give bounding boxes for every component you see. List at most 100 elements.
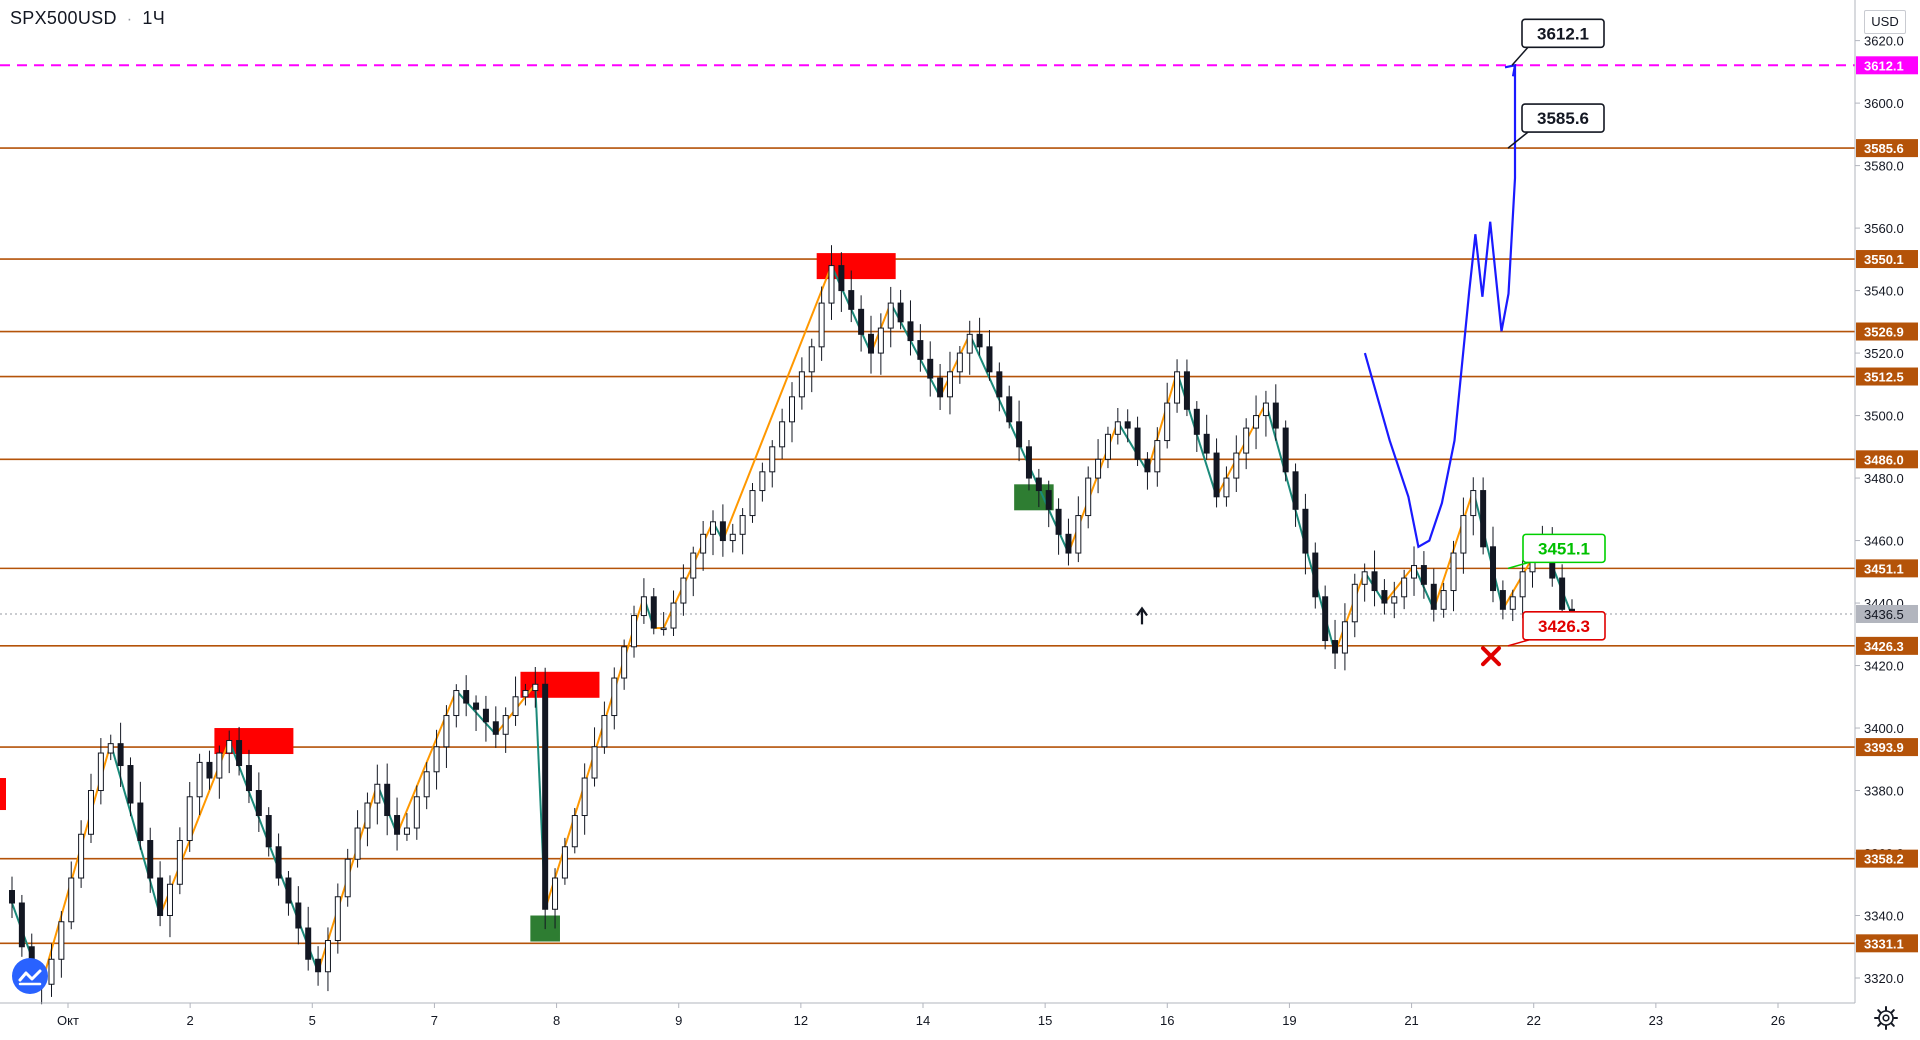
price-callouts: 3612.1 3585.6 3451.1 3426.3 (1507, 18, 1606, 647)
candle-body (907, 321, 914, 342)
candle-body (828, 265, 835, 304)
candle-body (808, 346, 815, 373)
candle-body (512, 696, 519, 717)
settings-gear-icon[interactable] (1872, 1004, 1900, 1032)
candle-body (107, 743, 114, 754)
symbol-title[interactable]: SPX500USD · 1Ч (10, 8, 165, 29)
candle-body (295, 902, 302, 929)
candle-body (1460, 515, 1467, 554)
timeframe-label[interactable]: 1Ч (142, 8, 166, 28)
candle-body (946, 371, 953, 398)
time-axis[interactable]: Окт 2 5 7 8 9 12 14 15 16 19 21 22 23 26 (0, 1002, 1855, 1028)
candle-body (1351, 583, 1358, 623)
symbol-label: SPX500USD (10, 8, 117, 28)
candle-body (413, 796, 420, 829)
candle-body (660, 627, 667, 631)
candle-body (1391, 596, 1398, 604)
candle-body (255, 790, 262, 817)
candle-body (226, 740, 233, 754)
candle-body (670, 602, 677, 629)
markers (1136, 606, 1501, 667)
projection-path (1363, 63, 1517, 549)
candle-body (453, 690, 460, 717)
candle-body (1164, 402, 1171, 442)
candle-body (1470, 490, 1477, 517)
callout-pointer (1507, 639, 1530, 647)
separator: · (126, 11, 133, 28)
candle-body (1253, 415, 1260, 429)
level-price-tag-label: 3512.5 (1864, 370, 1904, 385)
candle-body (97, 752, 104, 792)
candle-body (1332, 640, 1339, 654)
candle-body (1519, 571, 1526, 598)
candle-body (532, 683, 539, 692)
candle-body (196, 761, 203, 798)
candle-body (1144, 458, 1151, 473)
x-tick-label: Окт (57, 1013, 79, 1028)
x-tick-label: 2 (187, 1013, 194, 1028)
candle-body (1381, 590, 1388, 604)
level-price-tag (1856, 56, 1918, 75)
candle-body (858, 308, 865, 335)
callout-label: 3585.6 (1537, 109, 1589, 128)
zigzag-segment (109, 743, 162, 916)
candle-body (798, 371, 805, 398)
candle-body (1509, 596, 1516, 610)
callout-pointer (1511, 46, 1529, 66)
candle-body (265, 815, 272, 848)
candle-body (877, 327, 884, 354)
candle-body (710, 521, 717, 535)
candle-body (759, 471, 766, 492)
candle-body (561, 846, 568, 879)
candle-body (1480, 490, 1487, 548)
level-price-tag (1856, 738, 1918, 757)
candle-body (1302, 508, 1309, 554)
candle-body (996, 371, 1003, 398)
level-price-tag (1856, 849, 1918, 868)
candle-body (1233, 452, 1240, 479)
candle-body (1272, 402, 1279, 429)
candle-body (1401, 577, 1408, 598)
candle-body (1341, 621, 1348, 654)
candle-body (186, 796, 193, 842)
candle-body (1154, 440, 1161, 473)
candle-body (1025, 446, 1032, 479)
candle-body (1559, 577, 1566, 610)
zigzag-segment (1116, 421, 1149, 473)
x-tick-label: 22 (1526, 1013, 1540, 1028)
price-axis[interactable]: 3320.03340.03360.03380.03400.03420.03440… (1854, 0, 1920, 1040)
currency-button[interactable]: USD (1864, 10, 1906, 34)
zigzag-segment (1383, 564, 1415, 604)
candle-body (1322, 596, 1329, 642)
y-tick-label: 3460.0 (1864, 534, 1904, 549)
candle-body (631, 615, 638, 648)
candle-body (275, 846, 282, 879)
candle-body (640, 596, 647, 617)
candle-body (838, 265, 845, 292)
candle-body (157, 877, 164, 917)
candle-body (571, 815, 578, 848)
candle-body (502, 715, 509, 735)
candle-body (680, 577, 687, 604)
callout-label: 3612.1 (1537, 24, 1589, 43)
y-tick-label: 3560.0 (1864, 221, 1904, 236)
candle-body (117, 743, 124, 767)
level-price-tag (1856, 139, 1918, 158)
candle-body (976, 333, 983, 348)
candle-body (897, 302, 904, 323)
candle-body (315, 958, 322, 973)
level-price-tag-label: 3426.3 (1864, 639, 1904, 654)
candle-body (137, 802, 144, 842)
up-arrow-icon (1136, 606, 1148, 625)
candle-body (700, 533, 707, 554)
candle-body (956, 352, 963, 373)
tradingview-logo-icon[interactable] (12, 958, 48, 994)
candle-body (1243, 427, 1250, 454)
candle-body (1292, 471, 1299, 510)
y-tick-label: 3320.0 (1864, 971, 1904, 986)
zigzag-segment (228, 740, 320, 973)
callout-box (1521, 103, 1605, 133)
candle-body (78, 833, 85, 879)
current-price-tag-label: 3436.5 (1864, 607, 1904, 622)
